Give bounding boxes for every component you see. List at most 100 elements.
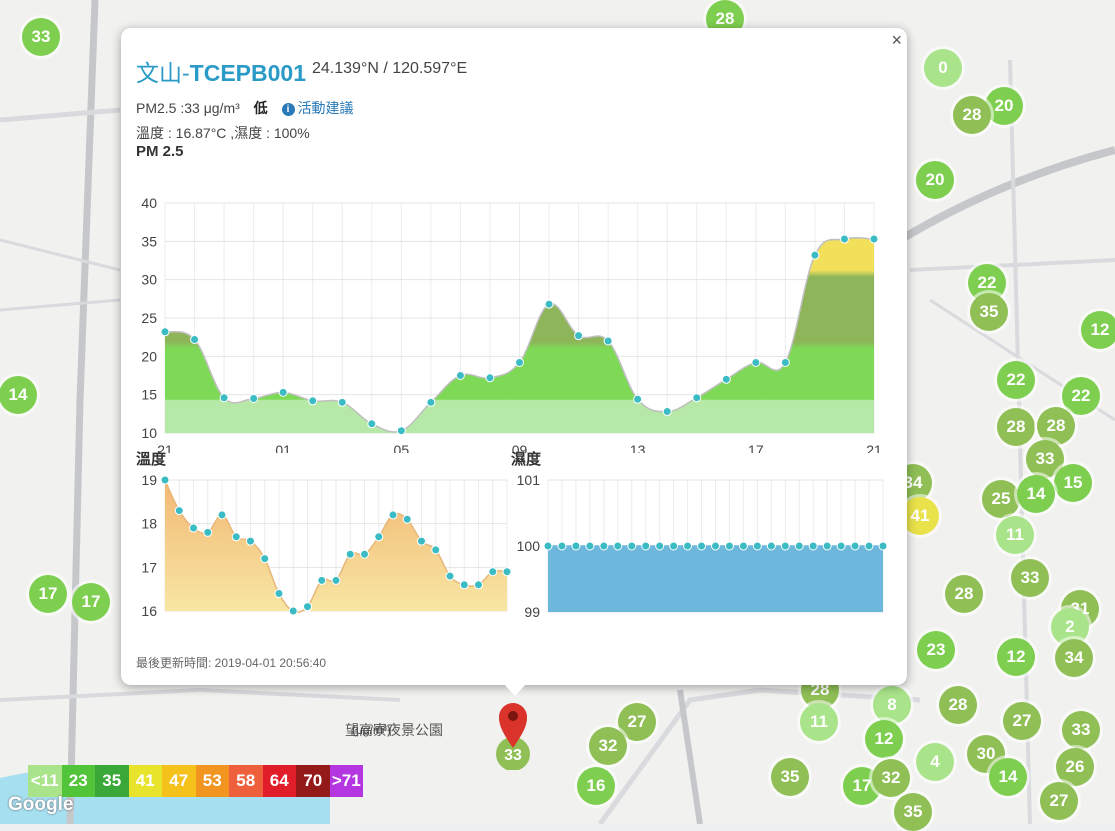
station-marker[interactable]: 41 (901, 497, 939, 535)
series-area (165, 480, 507, 613)
station-marker[interactable]: 20 (916, 161, 954, 199)
pm25-reading-row: PM2.5 :33 μg/m³ 低 i 活動建議 (136, 98, 354, 118)
data-point (367, 419, 377, 429)
data-point (627, 541, 637, 551)
weather-reading: 溫度 : 16.87°C ,濕度 : 100% (136, 125, 310, 141)
x-tick-label: 13 (630, 442, 646, 453)
y-tick-label: 16 (141, 603, 157, 619)
station-title: 文山-TCEPB001 (136, 54, 306, 88)
station-marker[interactable]: 16 (577, 767, 615, 805)
place-label: 望高寮夜景公園 (345, 722, 443, 738)
close-icon[interactable]: × (891, 30, 902, 50)
data-point (662, 407, 672, 417)
station-marker[interactable]: 12 (997, 638, 1035, 676)
info-icon[interactable]: i (281, 103, 295, 116)
data-point (752, 541, 762, 551)
station-marker[interactable]: 20 (985, 87, 1023, 125)
station-marker[interactable]: 28 (1037, 407, 1075, 445)
station-marker[interactable]: 34 (1055, 639, 1093, 677)
station-marker[interactable]: 11 (800, 703, 838, 741)
series-area (165, 237, 874, 433)
station-marker[interactable]: 33 (1011, 559, 1049, 597)
activity-advice-link[interactable]: 活動建議 (297, 100, 354, 116)
station-marker[interactable]: 8 (873, 686, 911, 724)
legend-item: 47 (162, 765, 196, 797)
station-marker[interactable]: 28 (945, 575, 983, 613)
station-marker[interactable]: 27 (618, 703, 656, 741)
station-marker[interactable]: 12 (865, 720, 903, 758)
data-point (780, 541, 790, 551)
data-point (633, 394, 643, 404)
data-point (836, 541, 846, 551)
data-point (544, 299, 554, 309)
station-marker[interactable]: 22 (1062, 377, 1100, 415)
station-marker[interactable]: 27 (1003, 702, 1041, 740)
station-marker[interactable]: 11 (996, 516, 1034, 554)
station-marker[interactable]: 35 (771, 758, 809, 796)
station-marker[interactable]: 17 (72, 583, 110, 621)
legend-item: >71 (329, 765, 363, 797)
data-point (502, 567, 511, 577)
data-point (288, 606, 298, 616)
station-marker[interactable]: 15 (1054, 464, 1092, 502)
x-tick-label: 21 (157, 442, 173, 453)
data-point (850, 541, 860, 551)
data-point (655, 541, 665, 551)
data-point (822, 541, 832, 551)
data-point (374, 532, 384, 542)
y-tick-label: 35 (141, 233, 157, 249)
station-marker[interactable]: 4 (916, 743, 954, 781)
data-point (543, 541, 553, 551)
station-marker[interactable]: 28 (953, 96, 991, 134)
series-area (548, 546, 883, 612)
x-tick-label: 17 (748, 442, 764, 453)
y-tick-label: 18 (141, 516, 157, 532)
y-tick-label: 25 (141, 310, 157, 326)
pm25-chart-title: PM 2.5 (136, 143, 184, 160)
station-marker[interactable]: 23 (917, 631, 955, 669)
data-point (780, 357, 790, 367)
selected-marker-value: 33 (504, 747, 522, 764)
legend-item: 70 (296, 765, 330, 797)
legend-item: 41 (128, 765, 162, 797)
station-marker[interactable]: 14 (989, 758, 1027, 796)
data-point (231, 532, 241, 542)
station-marker[interactable]: 12 (1081, 311, 1115, 349)
y-tick-label: 30 (141, 272, 157, 288)
station-marker[interactable]: 0 (924, 49, 962, 87)
station-marker[interactable]: 35 (894, 793, 932, 831)
data-point (246, 536, 255, 546)
google-logo: Google (8, 794, 74, 815)
data-point (485, 373, 495, 383)
station-marker[interactable]: 33 (22, 18, 60, 56)
data-point (515, 357, 524, 367)
station-marker[interactable]: 35 (970, 293, 1008, 331)
station-marker[interactable]: 32 (872, 759, 910, 797)
station-marker[interactable]: 32 (589, 727, 627, 765)
data-point (721, 374, 731, 384)
selected-station-pin[interactable]: 33 (496, 700, 530, 770)
data-point (160, 327, 170, 337)
station-marker[interactable]: 14 (1017, 475, 1055, 513)
station-marker[interactable]: 22 (997, 361, 1035, 399)
data-point (571, 541, 581, 551)
station-marker[interactable]: 27 (1040, 782, 1078, 820)
data-point (331, 575, 341, 585)
data-point (417, 536, 426, 546)
station-marker[interactable]: 28 (997, 408, 1035, 446)
data-point (488, 567, 498, 577)
temperature-chart: 16 17 18 19 (141, 472, 511, 619)
station-marker[interactable]: 17 (29, 575, 67, 613)
station-marker[interactable]: 26 (1056, 748, 1094, 786)
station-marker[interactable]: 33 (1062, 711, 1100, 749)
legend-item: 23 (61, 765, 95, 797)
data-point (189, 523, 198, 533)
data-point (445, 571, 455, 581)
station-marker[interactable]: 14 (0, 376, 37, 414)
last-updated: 最後更新時間: 2019-04-01 20:56:40 (136, 656, 327, 670)
data-point (599, 541, 609, 551)
data-point (160, 475, 170, 485)
station-marker[interactable]: 25 (982, 480, 1020, 518)
data-point (878, 541, 888, 551)
station-marker[interactable]: 28 (939, 686, 977, 724)
